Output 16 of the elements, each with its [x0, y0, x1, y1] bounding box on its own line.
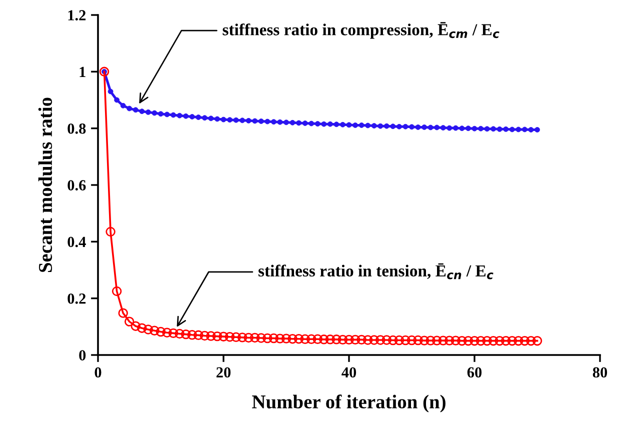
y-tick-label: 0.8	[68, 123, 86, 134]
x-tick-label: 0	[94, 367, 102, 378]
y-tick-label: 0.4	[68, 236, 86, 248]
y-tick-label: 1	[80, 66, 86, 77]
annotation: stiffness ratio in compression, Ē$_{cm}$ / E$_{c}$	[222, 22, 500, 39]
y-tick-label: 0.6	[68, 180, 86, 191]
x-tick-label: 80	[592, 367, 608, 378]
y-tick-label: 0	[79, 350, 86, 360]
x-tick-label: 40	[342, 367, 356, 378]
annotation: stiffness ratio in tension, Ē$_{cn}$ / E$_{c}$	[258, 263, 494, 280]
y-tick-label: 0.2	[68, 293, 86, 304]
x-tick-label: 60	[467, 367, 482, 378]
y-tick-label: 1.2	[68, 10, 86, 21]
x-axis-title: Number of iteration (n)	[252, 394, 446, 412]
x-tick-label: 20	[216, 367, 231, 378]
y-axis-title: Secant modulus ratio	[38, 98, 52, 272]
